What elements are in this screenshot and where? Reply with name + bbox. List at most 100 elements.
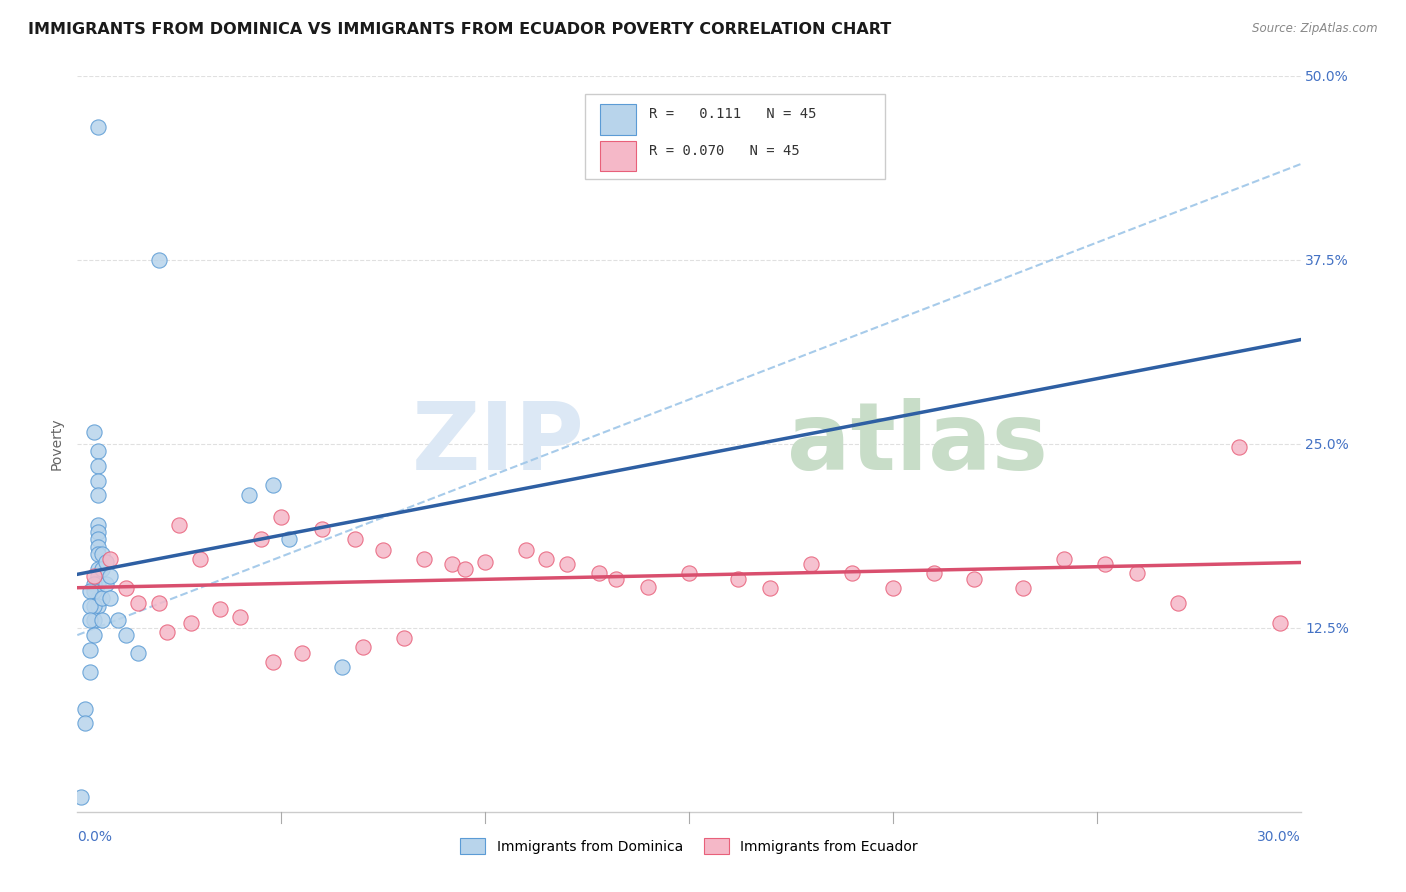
Point	[180, 616, 202, 631]
Point	[352, 640, 374, 654]
Point	[79, 614, 101, 628]
Point	[515, 542, 537, 557]
Point	[169, 517, 191, 532]
Point	[1126, 566, 1149, 581]
Point	[87, 569, 110, 583]
Point	[127, 596, 149, 610]
Point	[79, 642, 101, 657]
Point	[588, 566, 610, 581]
Text: 30.0%: 30.0%	[1257, 830, 1301, 844]
Point	[98, 591, 121, 606]
Point	[1229, 440, 1251, 454]
Point	[87, 591, 110, 606]
Point	[107, 614, 129, 628]
Point	[83, 584, 105, 599]
Point	[87, 488, 110, 502]
Point	[87, 474, 110, 488]
Legend: Immigrants from Dominica, Immigrants from Ecuador: Immigrants from Dominica, Immigrants fro…	[456, 833, 922, 860]
Point	[413, 551, 436, 566]
Text: atlas: atlas	[787, 398, 1047, 490]
Point	[83, 576, 105, 591]
Point	[75, 716, 97, 731]
Point	[87, 517, 110, 532]
Point	[841, 566, 863, 581]
Point	[1094, 558, 1116, 572]
Point	[83, 599, 105, 613]
Text: ZIP: ZIP	[412, 398, 585, 490]
Text: 0.0%: 0.0%	[77, 830, 112, 844]
Point	[605, 572, 627, 586]
Point	[800, 558, 823, 572]
Point	[83, 614, 105, 628]
Point	[637, 580, 659, 594]
Point	[87, 120, 110, 135]
Text: R = 0.070   N = 45: R = 0.070 N = 45	[648, 145, 800, 158]
Point	[87, 533, 110, 547]
Point	[238, 488, 260, 502]
Point	[678, 566, 700, 581]
Point	[115, 628, 138, 642]
Point	[87, 547, 110, 561]
Point	[441, 558, 464, 572]
Point	[79, 599, 101, 613]
FancyBboxPatch shape	[599, 103, 637, 135]
Point	[148, 252, 170, 267]
Point	[98, 551, 121, 566]
Point	[156, 625, 179, 640]
FancyBboxPatch shape	[599, 141, 637, 171]
Point	[882, 581, 904, 595]
Point	[83, 425, 105, 439]
Point	[188, 551, 211, 566]
Point	[83, 628, 105, 642]
Point	[87, 576, 110, 591]
Point	[90, 547, 112, 561]
Point	[332, 660, 354, 674]
Point	[98, 569, 121, 583]
Point	[270, 510, 292, 524]
Point	[83, 569, 105, 583]
Point	[79, 584, 101, 599]
Point	[90, 591, 112, 606]
Point	[90, 614, 112, 628]
Point	[70, 790, 93, 805]
Point	[278, 533, 301, 547]
Text: IMMIGRANTS FROM DOMINICA VS IMMIGRANTS FROM ECUADOR POVERTY CORRELATION CHART: IMMIGRANTS FROM DOMINICA VS IMMIGRANTS F…	[28, 22, 891, 37]
Point	[250, 533, 273, 547]
Point	[229, 610, 252, 624]
Point	[1053, 551, 1076, 566]
Point	[87, 444, 110, 458]
Point	[90, 562, 112, 576]
Point	[922, 566, 945, 581]
Point	[759, 581, 782, 595]
Point	[87, 562, 110, 576]
Point	[262, 478, 284, 492]
Point	[1167, 596, 1189, 610]
Text: Source: ZipAtlas.com: Source: ZipAtlas.com	[1253, 22, 1378, 36]
Point	[87, 458, 110, 473]
Point	[1268, 616, 1291, 631]
Point	[290, 646, 312, 660]
Point	[94, 554, 117, 569]
Point	[453, 562, 475, 576]
Point	[371, 542, 394, 557]
Point	[311, 522, 333, 536]
Point	[262, 655, 284, 669]
Text: R =   0.111   N = 45: R = 0.111 N = 45	[648, 107, 815, 121]
Point	[208, 601, 231, 615]
Point	[148, 596, 170, 610]
Point	[127, 646, 149, 660]
FancyBboxPatch shape	[585, 95, 884, 178]
Point	[392, 631, 415, 645]
Point	[474, 554, 496, 569]
Y-axis label: Poverty: Poverty	[49, 417, 63, 470]
Point	[87, 540, 110, 554]
Point	[87, 599, 110, 613]
Point	[343, 533, 366, 547]
Point	[727, 572, 749, 586]
Point	[75, 701, 97, 715]
Point	[94, 576, 117, 591]
Point	[534, 551, 557, 566]
Point	[555, 558, 578, 572]
Point	[87, 524, 110, 539]
Point	[963, 572, 986, 586]
